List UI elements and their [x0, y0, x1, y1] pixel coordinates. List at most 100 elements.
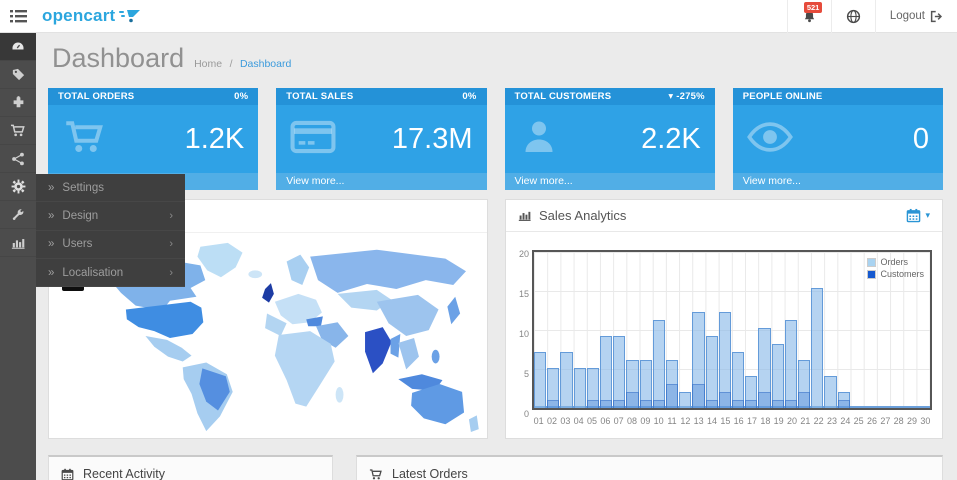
- customers-bar: [652, 400, 665, 408]
- sidebar-item-reports[interactable]: [0, 229, 36, 257]
- y-tick-label: 15: [518, 289, 529, 299]
- customers-bar: [732, 400, 745, 408]
- x-tick-label: 12: [680, 416, 691, 426]
- sidebar-item-system[interactable]: [0, 173, 36, 201]
- orders-bar: [613, 336, 626, 408]
- breadcrumb-home[interactable]: Home: [194, 58, 223, 70]
- main-content: Dashboard Home / Dashboard TOTAL ORDERS …: [36, 33, 957, 480]
- x-tick-label: 17: [746, 416, 757, 426]
- bar-chart-icon: [518, 211, 531, 221]
- chart-x-axis: 01 02 03 04 05 06 07 08 09 10 11 12 13 14 15 16 17 18 19 20…: [532, 416, 932, 428]
- chevron-right-icon: ›: [169, 209, 173, 222]
- tag-icon: [12, 68, 24, 81]
- share-icon: [12, 152, 24, 165]
- customers-bar: [784, 400, 797, 408]
- user-icon: [519, 117, 559, 162]
- menu-item-label: Localisation: [62, 266, 124, 279]
- tile-change: 0%: [234, 91, 249, 102]
- y-tick-label: 20: [518, 249, 529, 259]
- tile-title: PEOPLE ONLINE: [742, 91, 823, 102]
- orders-bar: [586, 368, 599, 408]
- customers-bar: [692, 384, 705, 408]
- sidebar-item-sales[interactable]: [0, 117, 36, 145]
- double-chevron-icon: »: [48, 209, 55, 222]
- dashboard-gauge-icon: [12, 42, 24, 49]
- x-tick-label: 08: [626, 416, 637, 426]
- x-tick-label: 25: [853, 416, 864, 426]
- wrench-icon: [12, 208, 24, 220]
- eye-icon: [746, 119, 793, 160]
- tile-value: 17.3M: [391, 122, 473, 155]
- orders-bar: [718, 312, 731, 408]
- breadcrumb-current[interactable]: Dashboard: [239, 58, 292, 70]
- menu-item-label: Design: [62, 209, 99, 222]
- x-tick-label: 15: [720, 416, 731, 426]
- orders-bar: [639, 360, 652, 408]
- menu-item-label: Users: [62, 238, 93, 251]
- menu-item-localisation[interactable]: » Localisation ›: [36, 259, 185, 288]
- x-tick-label: 13: [693, 416, 704, 426]
- x-tick-label: 23: [826, 416, 837, 426]
- sidebar-item-extensions[interactable]: [0, 89, 36, 117]
- menu-item-users[interactable]: » Users ›: [36, 231, 185, 259]
- legend-swatch: [867, 257, 877, 267]
- tile-value: 2.2K: [641, 122, 701, 155]
- gear-icon: [11, 179, 25, 194]
- opencart-logo[interactable]: opencart: [42, 6, 141, 26]
- customers-bar: [665, 384, 679, 408]
- double-chevron-icon: »: [48, 238, 55, 251]
- x-tick-label: 06: [600, 416, 611, 426]
- date-range-button[interactable]: ▾: [906, 208, 930, 223]
- view-more-link[interactable]: View more...: [276, 173, 487, 190]
- orders-bar: [797, 360, 811, 408]
- sidebar-item-marketing[interactable]: [0, 145, 36, 173]
- x-tick-label: 26: [866, 416, 877, 426]
- logo-text: opencart: [42, 6, 116, 25]
- x-tick-label: 19: [773, 416, 784, 426]
- tile-total-customers: TOTAL CUSTOMERS ▾ -275% 2.2K View more..…: [504, 88, 715, 190]
- logout-icon: [930, 10, 943, 22]
- x-tick-label: 14: [706, 416, 717, 426]
- orders-bar: [599, 336, 613, 408]
- x-tick-label: 18: [760, 416, 771, 426]
- top-bar: opencart 521 Logout: [0, 0, 957, 33]
- customers-bar: [797, 392, 811, 408]
- stat-tiles: TOTAL ORDERS 0% 1.2K View more... TOTAL …: [48, 88, 943, 190]
- orders-bar: [560, 352, 573, 408]
- logout-label: Logout: [889, 10, 925, 22]
- chevron-right-icon: ›: [169, 238, 173, 251]
- menu-item-label: Settings: [62, 181, 104, 194]
- view-more-link[interactable]: View more...: [732, 173, 943, 190]
- tile-change: -275%: [676, 91, 705, 102]
- sidebar-item-dashboard[interactable]: [0, 33, 36, 61]
- x-tick-label: 09: [640, 416, 651, 426]
- x-tick-label: 24: [840, 416, 851, 426]
- menu-toggle-button[interactable]: [0, 0, 36, 33]
- sales-chart: Orders Customers 0 5 10 15 20 01 02 03 04 05 06 07 0…: [519, 249, 932, 428]
- orders-bar: [652, 320, 665, 408]
- sidebar-item-catalog[interactable]: [0, 61, 36, 89]
- latest-orders-panel: Latest Orders: [356, 455, 943, 480]
- orders-bar: [784, 320, 797, 408]
- menu-item-settings[interactable]: » Settings: [36, 174, 185, 203]
- language-button[interactable]: [830, 0, 875, 33]
- recent-activity-panel: Recent Activity: [48, 455, 333, 480]
- notifications-button[interactable]: 521: [786, 0, 831, 33]
- tile-total-sales: TOTAL SALES 0% 17.3M View more...: [276, 88, 487, 190]
- logout-button[interactable]: Logout: [874, 0, 957, 33]
- customers-bar: [758, 392, 771, 408]
- menu-item-design[interactable]: » Design ›: [36, 202, 185, 231]
- sales-analytics-panel: Sales Analytics ▾ Orders Customers 0 5 10 1: [505, 199, 943, 439]
- shopping-cart-icon: [62, 117, 108, 162]
- view-more-link[interactable]: View more...: [504, 173, 715, 190]
- latest-orders-title: Latest Orders: [392, 467, 468, 480]
- credit-card-icon: [290, 118, 336, 161]
- customers-bar: [547, 400, 560, 408]
- world-map[interactable]: [49, 233, 487, 438]
- orders-bar: [573, 368, 586, 408]
- bell-icon: [804, 10, 814, 23]
- y-tick-label: 10: [518, 329, 529, 339]
- sidebar-item-tools[interactable]: [0, 201, 36, 229]
- tile-title: TOTAL SALES: [286, 91, 354, 102]
- legend-swatch: [867, 269, 877, 279]
